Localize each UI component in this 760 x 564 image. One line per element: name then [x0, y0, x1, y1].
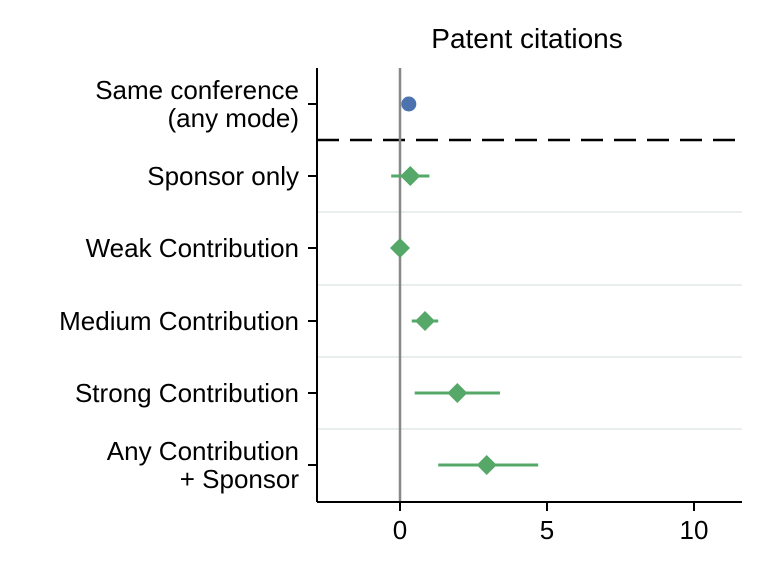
point-estimate: [401, 96, 417, 112]
point-estimate: [414, 311, 435, 331]
x-tick-label: 10: [680, 515, 709, 545]
y-category-label: Same conference: [95, 75, 299, 105]
y-category-label: Weak Contribution: [86, 233, 299, 263]
plot-area: 0 5 10 Same conference(any mode) Sponsor onl…: [59, 68, 742, 545]
point-estimate: [400, 166, 421, 186]
point-estimate: [447, 383, 468, 403]
y-category-label: Strong Contribution: [75, 378, 299, 408]
point-estimate: [390, 238, 410, 258]
y-category-label: (any mode): [168, 103, 300, 133]
y-category-label: Sponsor only: [147, 161, 299, 191]
point-estimate: [476, 455, 497, 475]
x-tick-label: 0: [393, 515, 407, 545]
x-tick-label: 5: [540, 515, 554, 545]
y-category-label: Any Contribution: [107, 436, 299, 466]
chart-title: Patent citations: [431, 23, 622, 54]
y-category-label: Medium Contribution: [59, 306, 299, 336]
y-category-label: + Sponsor: [180, 464, 300, 494]
